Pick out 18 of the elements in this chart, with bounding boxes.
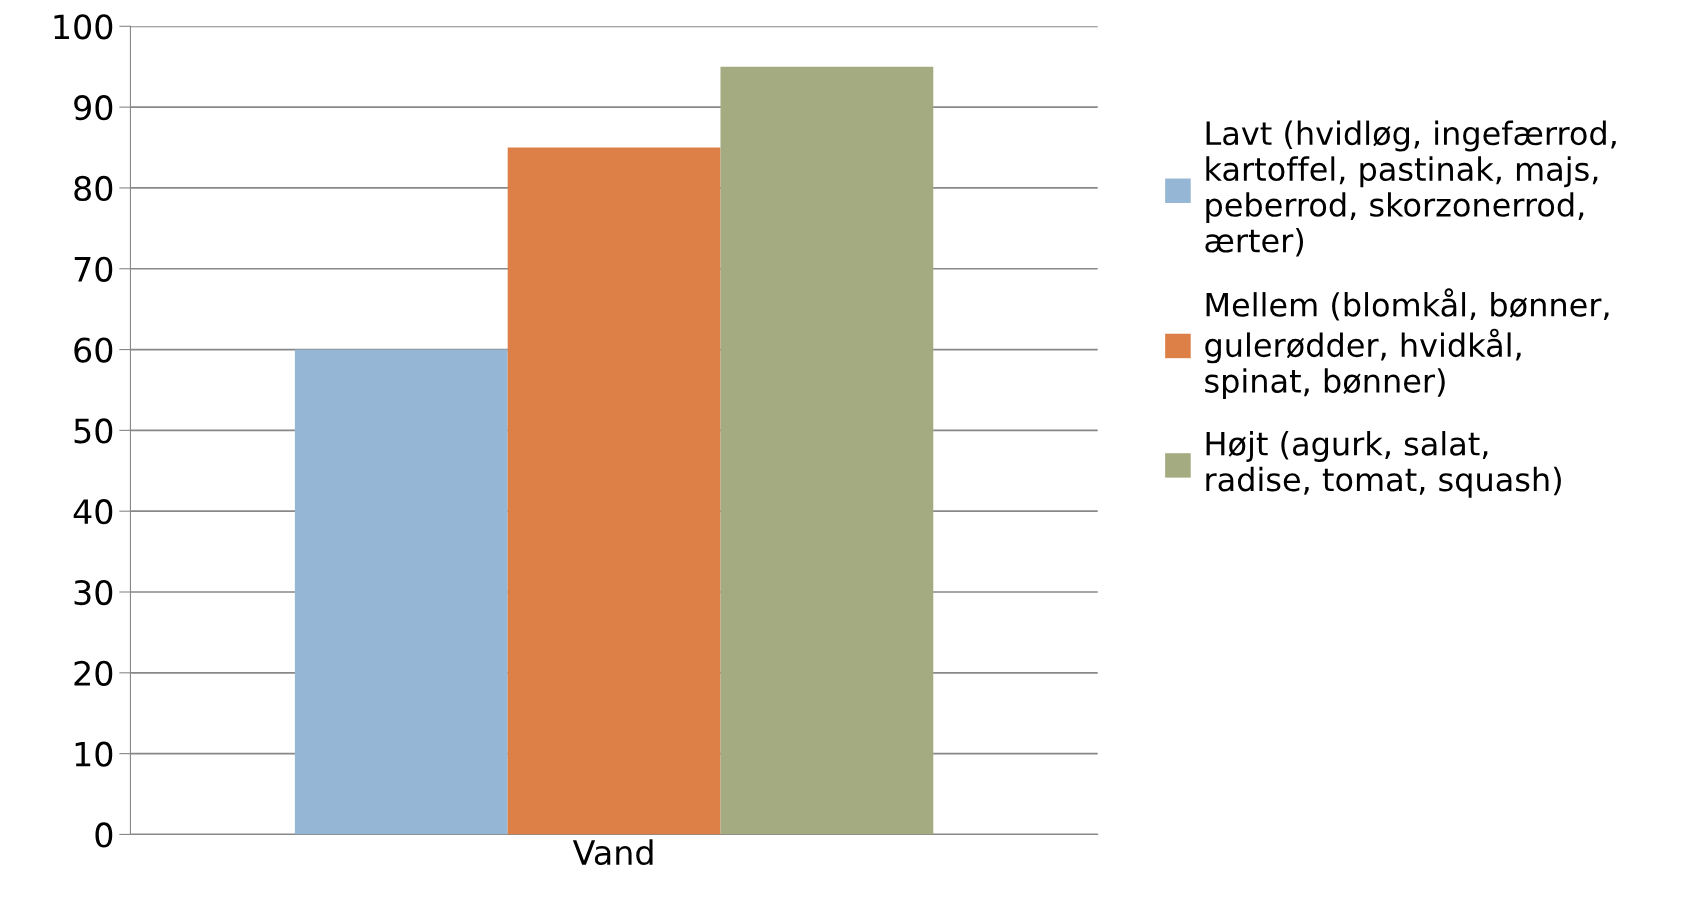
y-tick-label: 20: [74, 660, 113, 686]
bar: [507, 147, 721, 835]
y-tick-label: 40: [73, 499, 113, 525]
y-tick-label: 90: [74, 95, 113, 121]
y-tick-label: 0: [95, 822, 113, 848]
y-tick-label: 30: [74, 579, 113, 606]
legend-label: Mellem (blomkål, bønner, gulerødder, hvidkål, spinat, bønner): [1205, 288, 1609, 400]
bar: [294, 349, 508, 835]
x-tick-label: Vand: [572, 839, 653, 866]
y-tick-label: 70: [74, 256, 113, 282]
bar: [720, 66, 934, 835]
y-tick-label: 60: [74, 337, 113, 363]
y-tick-label: 50: [74, 418, 113, 444]
y-tick-label: 10: [75, 741, 113, 767]
legend-label: Højt (agurk, salat, radise, tomat, squash): [1206, 431, 1561, 498]
y-tick-label: 80: [74, 175, 113, 202]
y-tick-label: 100: [54, 14, 113, 40]
legend-label: Lavt (hvidløg, ingefærrod, kartoffel, pastinak, majs, peberrod, skorzonerrod, ærter): [1205, 120, 1616, 257]
